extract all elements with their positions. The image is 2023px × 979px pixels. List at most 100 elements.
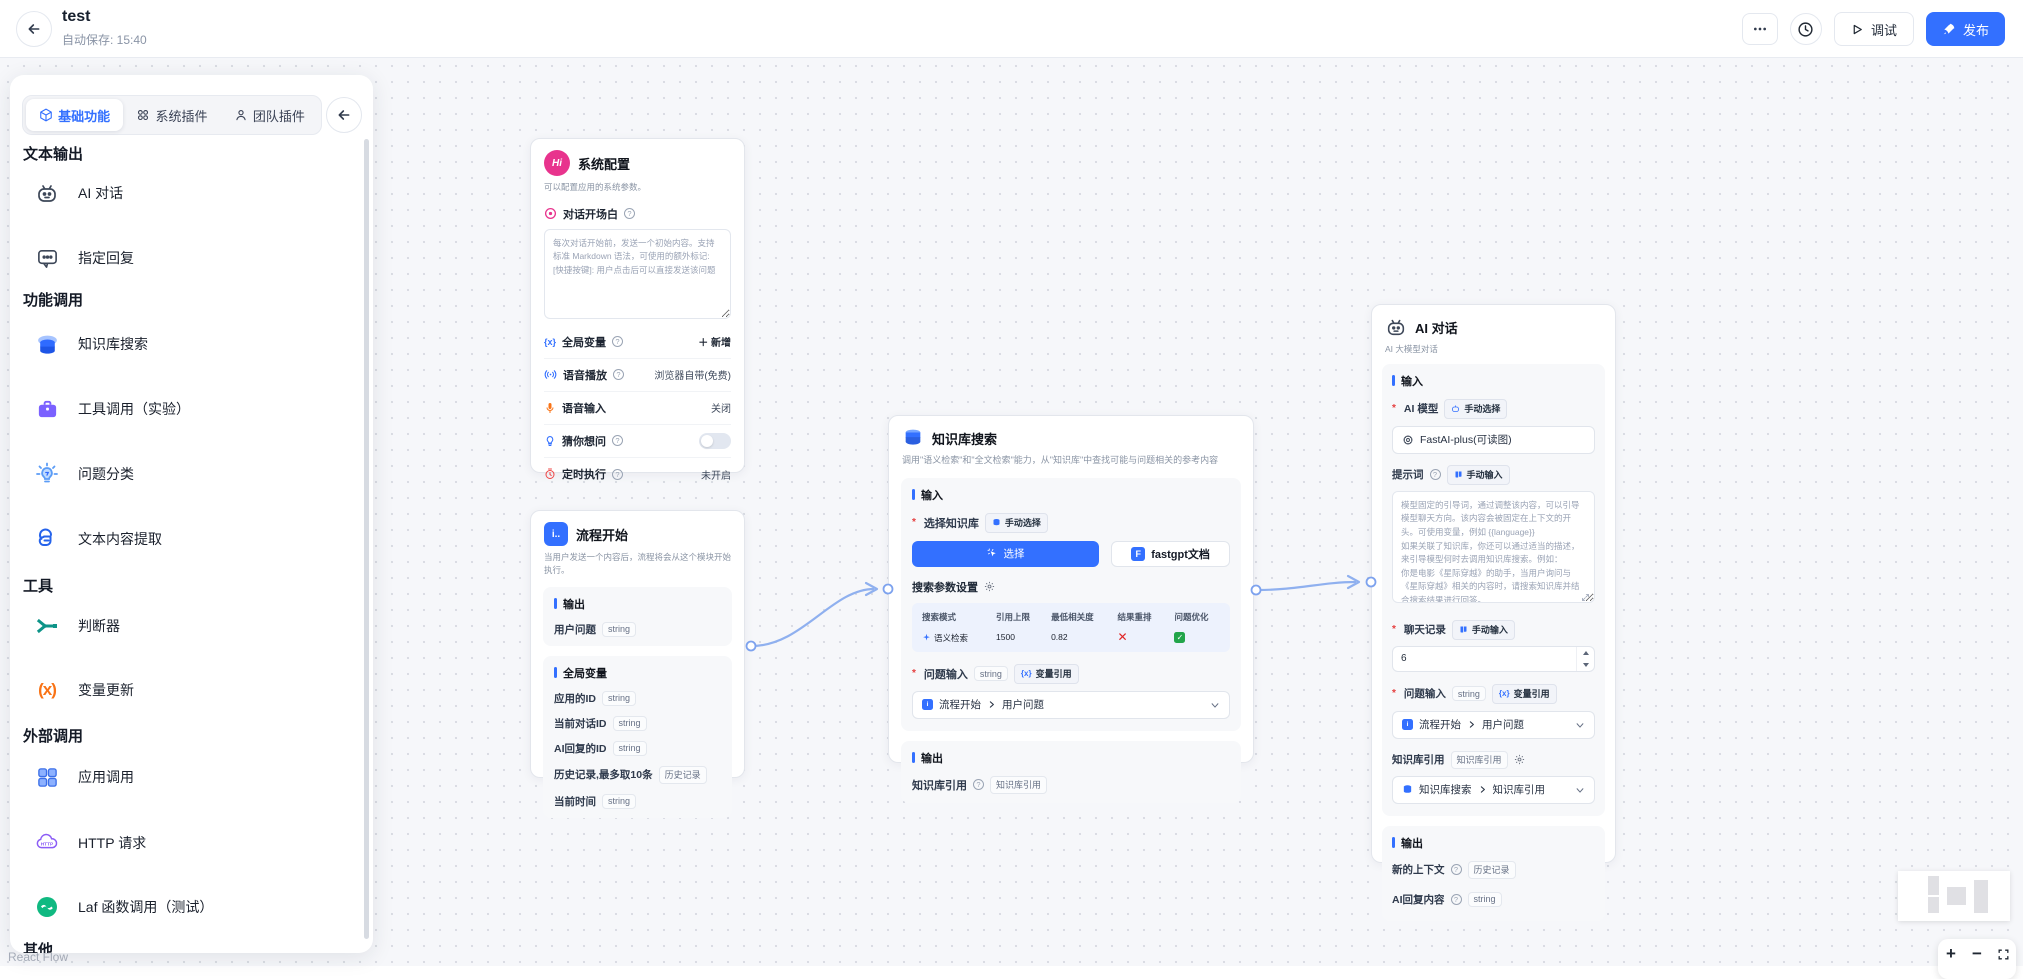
zoom-out-button[interactable]: − [1972,944,1982,963]
bulb-icon [546,435,554,446]
model-select[interactable]: FastAI-plus(可读图) [1392,425,1595,454]
select-dataset-button[interactable]: 选择 [912,540,1100,567]
type-chip: string [602,621,637,637]
module-item-assigned-reply[interactable]: 指定回复 [34,244,134,272]
history-count-stepper[interactable] [1392,645,1595,672]
gear-icon[interactable] [984,581,995,592]
gear-icon[interactable] [1514,754,1525,765]
section-global-vars: 全局变量 [554,665,721,681]
add-variable-button[interactable]: ＋ 新增 [698,338,731,350]
book-icon [1455,471,1461,478]
node-system-config[interactable]: Hi 系统配置 可以配置应用的系统参数。 对话开场白 ? {x} 全局变量? ＋… [530,138,745,482]
opening-textarea[interactable] [544,228,731,319]
module-item-classifier[interactable]: 判断器 [34,612,120,640]
handle-flowstart-out[interactable] [745,640,757,652]
section-other: 其他 [23,942,54,953]
tab-system-plugins[interactable]: 系统插件 [123,99,220,131]
fit-view-button[interactable] [1990,939,2016,969]
quote-source-select[interactable]: 知识库搜索 知识库引用 [1392,775,1595,804]
node-ai-chat[interactable]: AI 对话 AI 大模型对话 输入 * AI 模型 手动选择 FastAI-pl… [1371,304,1616,921]
history-count-input[interactable] [1393,653,1576,665]
module-item-laf-function[interactable]: Laf 函数调用（测试） [34,893,213,921]
module-item-http-request[interactable]: HTTP HTTP 请求 [34,829,146,857]
search-params-table[interactable]: 搜索模式 引用上限 最低相关度 结果重排 问题优化 语义检索 1500 0.82… [912,602,1230,652]
th-search-mode: 搜索模式 [922,611,957,622]
publish-button[interactable]: 发布 [1925,12,2005,46]
module-panel: 基础功能 系统插件 团队插件 文本输出 AI 对话 指定回复 功能调用 知识库搜… [10,75,373,953]
section-output: 输出 [912,750,1230,766]
database-icon [905,429,921,445]
schedule-value[interactable]: 未开启 [701,470,731,482]
tab-team-plugins[interactable]: 团队插件 [221,99,318,131]
stt-value[interactable]: 关闭 [711,404,731,416]
variable-ref-tag[interactable]: {x} 变量引用 [1491,683,1557,704]
node-title: AI 对话 [1415,320,1458,336]
handle-aichat-in[interactable] [1365,576,1377,588]
zoom-in-button[interactable]: + [1946,944,1956,963]
stepper-down[interactable] [1577,659,1594,671]
minimap[interactable] [1898,871,2010,921]
module-item-variable-update[interactable]: (x) 变量更新 [38,680,134,699]
debug-button[interactable]: 调试 [1833,12,1914,46]
svg-text:HTTP: HTTP [41,841,54,847]
manual-input-tag[interactable]: 手动输入 [1451,619,1515,640]
manual-select-tag[interactable]: 手动选择 [984,512,1048,533]
handle-dataset-out[interactable] [1250,584,1262,596]
minimap-node [1974,880,1988,913]
module-item-app-call[interactable]: 应用调用 [34,763,134,791]
type-chip: 知识库引用 [1450,750,1508,769]
quote-label: 知识库引用 [1392,754,1445,767]
section-output: 输出 [554,596,721,612]
module-item-content-extract[interactable]: 文本内容提取 [34,525,162,553]
variable-ref-tag[interactable]: {x} 变量引用 [1013,663,1079,684]
http-cloud-icon: HTTP [36,833,58,849]
prompt-textarea[interactable] [1392,490,1595,603]
history-label: 聊天记录 [1403,624,1446,637]
required-mark: * [1392,624,1396,636]
tts-value[interactable]: 浏览器自带(免费) [654,371,731,383]
select-dataset-label: 选择知识库 [923,517,979,530]
debug-label: 调试 [1870,22,1897,38]
app-title: test [62,8,91,25]
robot-icon [1387,319,1405,336]
node-dataset-search[interactable]: 知识库搜索 调用"语义检索"和"全文检索"能力，从"知识库"中查找可能与问题相关… [888,415,1254,803]
module-item-dataset-search[interactable]: 知识库搜索 [34,330,148,358]
output-label: 新的上下文 [1392,864,1445,877]
zoom-controls: + − [1938,939,2016,979]
th-quote-limit: 引用上限 [996,611,1031,622]
handle-dataset-in[interactable] [882,583,894,595]
help-icon: ? [1450,864,1462,876]
chat-bubble-icon [37,249,57,268]
question-source-select[interactable]: i 流程开始 用户问题 [912,690,1230,719]
back-button[interactable] [16,11,52,47]
query-opt-enabled-icon: ✓ [1174,631,1186,643]
help-icon: ? [624,208,635,220]
section-input: 输入 [1392,373,1595,389]
source-name: 知识库搜索 [1419,784,1472,797]
expand-icon[interactable] [1581,593,1590,602]
module-item-tool-call[interactable]: 工具调用（实验） [34,395,190,423]
panel-scrollbar[interactable] [364,139,369,939]
tab-basic-modules[interactable]: 基础功能 [26,99,124,131]
var-label: 当前时间 [554,795,596,808]
module-item-question-classify[interactable]: 问题分类 [34,460,134,488]
chevron-down-icon [1576,788,1584,793]
type-chip: string [602,793,637,809]
history-button[interactable] [1789,13,1822,45]
dataset-chip[interactable]: F fastgpt文档 [1111,540,1230,567]
flow-start-icon: i.. [544,522,568,546]
chevron-right-icon [989,701,994,708]
module-item-ai-chat[interactable]: AI 对话 [34,179,123,207]
more-button[interactable] [1741,13,1778,45]
th-min-relevance: 最低相关度 [1051,611,1094,622]
guess-question-toggle[interactable] [699,432,731,449]
node-desc: 当用户发送一个内容后，流程将会从这个模块开始执行。 [544,552,732,575]
help-icon: ? [1429,469,1441,481]
collapse-panel-button[interactable] [326,97,362,133]
output-label: 用户问题 [554,623,596,636]
manual-input-tag[interactable]: 手动输入 [1446,464,1510,485]
node-flow-start[interactable]: i.. 流程开始 当用户发送一个内容后，流程将会从这个模块开始执行。 输出 用户… [530,510,745,818]
manual-select-tag[interactable]: 手动选择 [1444,398,1508,419]
stepper-up[interactable] [1577,647,1594,659]
question-source-select[interactable]: i 流程开始 用户问题 [1392,710,1595,739]
